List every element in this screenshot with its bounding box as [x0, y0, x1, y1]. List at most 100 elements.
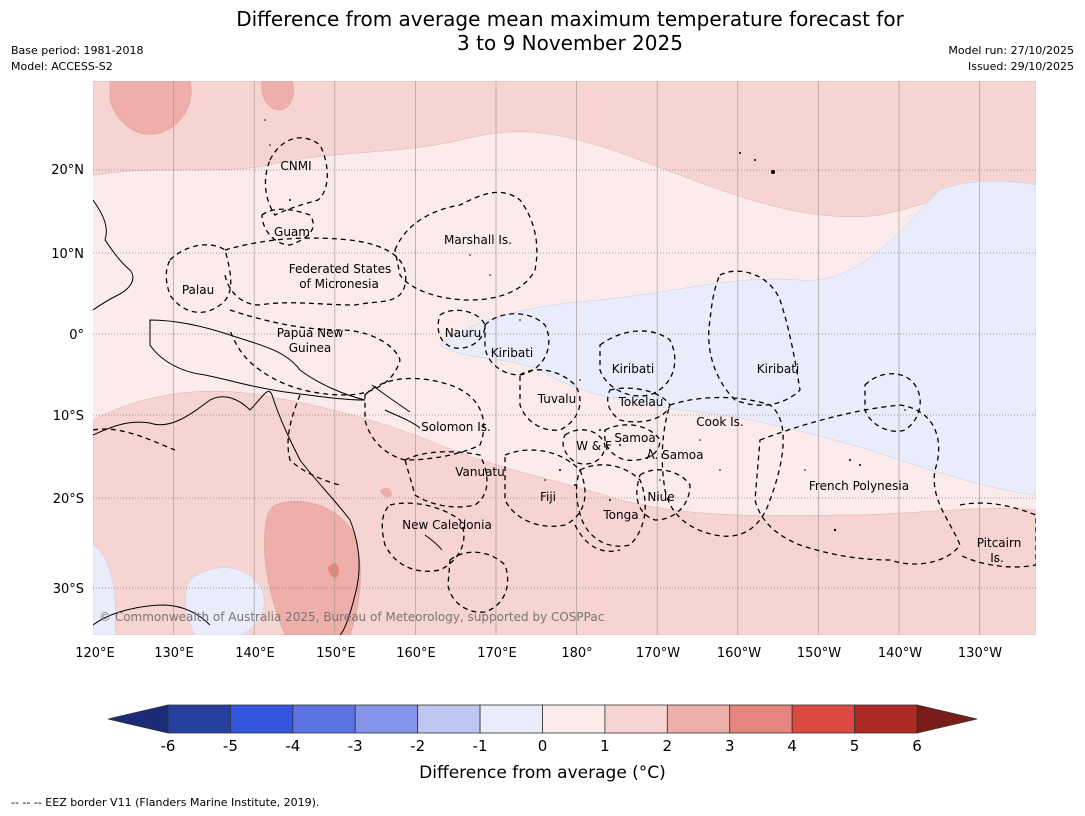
- place-label: Samoa: [614, 431, 655, 445]
- colorbar-tick-label: -1: [473, 737, 488, 755]
- eez-cook: [661, 396, 784, 537]
- place-label: Kiribati: [757, 362, 799, 376]
- colorbar-tick-label: 6: [912, 737, 922, 755]
- lon-label: 150°E: [316, 646, 356, 661]
- place-label: Tokelau: [618, 395, 664, 409]
- lon-label: 140°E: [235, 646, 275, 661]
- eez-borders: [93, 137, 1036, 613]
- eez-wallis-futuna: [562, 429, 606, 465]
- lat-label: 0°: [69, 328, 84, 343]
- base-period: Base period: 1981-2018: [11, 44, 144, 57]
- eez-kermadec: [574, 524, 621, 552]
- colorbar-tick-label: 3: [725, 737, 735, 755]
- eez-jarvis-howland: [864, 373, 921, 432]
- place-label: Tuvalu: [537, 392, 577, 406]
- place-label: Guam: [274, 225, 310, 239]
- anomaly-region-sw-cool2: [185, 567, 265, 635]
- place-label: Palau: [182, 283, 214, 297]
- lon-label: 170°W: [636, 646, 680, 661]
- colorbar-segment: [417, 704, 481, 734]
- colorbar-segment: [354, 704, 419, 734]
- place-label: Kiribati: [491, 346, 533, 360]
- colorbar-segment: [292, 704, 356, 734]
- eez-niue: [636, 469, 691, 521]
- new-guinea-coast: [149, 319, 366, 401]
- place-label: French Polynesia: [809, 479, 909, 493]
- colorbar-segment: [666, 704, 731, 734]
- title-line-1: Difference from average mean maximum tem…: [236, 7, 904, 31]
- eez-tokelau: [607, 387, 671, 423]
- map-title: Difference from average mean maximum tem…: [0, 7, 1085, 55]
- place-label: Solomon Is.: [421, 420, 491, 434]
- lon-label: 160°W: [717, 646, 761, 661]
- colorbar-tick-label: -6: [161, 737, 176, 755]
- place-label: Pitcairn: [977, 536, 1022, 550]
- anomaly-region-nw2: [261, 81, 294, 111]
- lat-label: 10°S: [53, 409, 84, 424]
- anomaly-region-nw: [109, 81, 192, 135]
- colorbar-tick-label: 5: [850, 737, 860, 755]
- colorbar-segment: [729, 704, 793, 734]
- colorbar-tick-label: -2: [410, 737, 425, 755]
- australia-coast: [93, 390, 360, 635]
- colorbar-tick-label: -5: [223, 737, 238, 755]
- colorbar-segment: [604, 704, 668, 734]
- place-label: of Micronesia: [299, 277, 379, 291]
- place-label: Nauru: [445, 326, 481, 340]
- colorbar-segments: [167, 704, 918, 734]
- eez-french-polynesia: [754, 404, 961, 565]
- colorbar-segment: [542, 704, 606, 734]
- anomaly-region-north: [93, 81, 1036, 217]
- colorbar-segment: [791, 704, 855, 734]
- longitude-labels: 120°E 130°E 140°E 150°E 160°E 170°E 180°…: [75, 646, 1002, 661]
- lat-label: 30°S: [53, 582, 84, 597]
- eez-nauru: [437, 309, 486, 349]
- issued-date: Issued: 29/10/2025: [967, 60, 1074, 73]
- eez-pitcairn: [959, 502, 1036, 568]
- place-label: Tonga: [602, 508, 638, 522]
- colorbar-over-arrow: [916, 704, 978, 734]
- eez-tuvalu: [519, 369, 581, 431]
- eez-marshall: [394, 191, 538, 301]
- place-label: Niue: [647, 490, 674, 504]
- new-caledonia-coast: [424, 534, 443, 551]
- eez-vanuatu: [404, 451, 488, 508]
- colorbar-tick-label: 2: [663, 737, 673, 755]
- model-run: Model run: 27/10/2025: [948, 44, 1074, 57]
- place-label: New Caledonia: [402, 518, 492, 532]
- eez-kiribati-line: [708, 270, 801, 406]
- eez-new-caledonia: [381, 502, 465, 572]
- colorbar-tick-label: -3: [348, 737, 363, 755]
- lat-label: 20°S: [53, 492, 84, 507]
- colorbar-tick-label: 1: [600, 737, 610, 755]
- model-name: Model: ACCESS-S2: [11, 60, 113, 73]
- eez-footnote: -- -- -- EEZ border V11 (Flanders Marine…: [11, 796, 320, 809]
- eez-fiji: [504, 449, 586, 527]
- place-label: A. Samoa: [647, 448, 704, 462]
- eez-solomon: [364, 377, 485, 461]
- colorbar-tick-label: 4: [787, 737, 797, 755]
- place-label: W & F: [576, 439, 612, 453]
- colorbar-tick-labels: -6 -5 -4 -3 -2 -1 0 1 2 3 4 5 6: [161, 737, 922, 755]
- meta-left: Base period: 1981-2018 Model: ACCESS-S2: [11, 43, 143, 75]
- anomaly-region-east-aus-warm: [264, 501, 361, 635]
- coastlines: [93, 199, 443, 635]
- lon-label: 120°E: [75, 646, 115, 661]
- place-labels: CNMI Guam Marshall Is. Federated States …: [182, 159, 1021, 565]
- place-label: Vanuatu: [455, 465, 505, 479]
- place-label: Papua New: [277, 326, 344, 340]
- colorbar-under-arrow: [107, 704, 169, 734]
- eez-kiribati-phoenix: [599, 330, 676, 397]
- small-islands: [264, 119, 996, 561]
- longitude-gridlines: [173, 81, 980, 635]
- place-label: Cook Is.: [696, 415, 743, 429]
- meta-right: Model run: 27/10/2025 Issued: 29/10/2025: [948, 43, 1074, 75]
- philippines-coast: [93, 199, 134, 311]
- latitude-labels: 20°N 10°N 0° 10°S 20°S 30°S: [51, 163, 84, 597]
- anomaly-region-small-warm: [328, 563, 340, 578]
- anomaly-region-pacific-warm: [380, 487, 392, 498]
- eez-samoa: [604, 424, 661, 461]
- eez-png-south: [287, 394, 341, 486]
- copyright-watermark: © Commonwealth of Australia 2025, Bureau…: [99, 610, 604, 624]
- lat-label: 20°N: [51, 163, 84, 178]
